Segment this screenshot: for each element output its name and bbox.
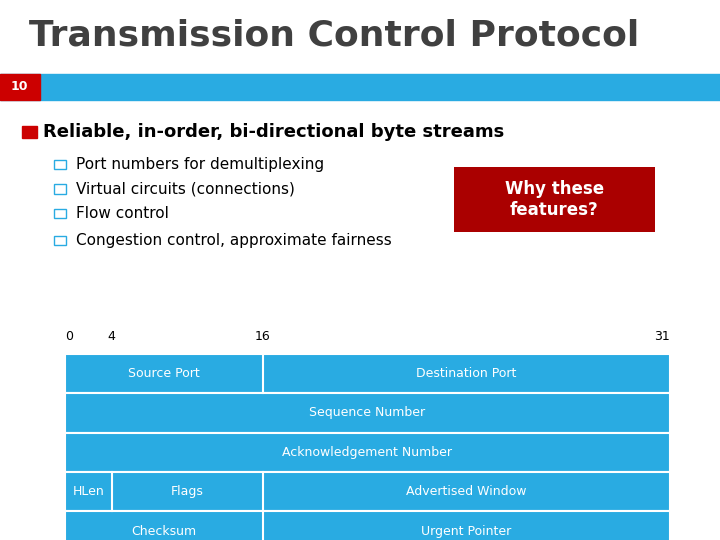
Bar: [54, 184, 66, 193]
Text: Checksum: Checksum: [131, 524, 197, 538]
Text: Source Port: Source Port: [128, 367, 199, 380]
Bar: [0, 74, 720, 100]
Text: 0: 0: [65, 330, 73, 343]
Text: Transmission Control Protocol: Transmission Control Protocol: [29, 19, 639, 53]
Text: Flow control: Flow control: [76, 206, 168, 221]
Bar: [65, 354, 670, 393]
Bar: [65, 433, 670, 472]
Text: Acknowledgement Number: Acknowledgement Number: [282, 446, 452, 459]
Text: Advertised Window: Advertised Window: [406, 485, 526, 498]
Text: Virtual circuits (connections): Virtual circuits (connections): [76, 181, 294, 197]
Text: Why these
features?: Why these features?: [505, 180, 604, 219]
Text: Reliable, in-order, bi-directional byte streams: Reliable, in-order, bi-directional byte …: [43, 123, 505, 141]
Bar: [65, 393, 670, 433]
Text: 10: 10: [11, 80, 29, 93]
Text: Urgent Pointer: Urgent Pointer: [421, 524, 511, 538]
Bar: [65, 472, 670, 511]
Text: Sequence Number: Sequence Number: [309, 406, 426, 420]
Text: HLen: HLen: [72, 485, 104, 498]
Text: 4: 4: [108, 330, 115, 343]
Text: Congestion control, approximate fairness: Congestion control, approximate fairness: [76, 233, 392, 248]
Text: Destination Port: Destination Port: [416, 367, 516, 380]
Text: Port numbers for demultiplexing: Port numbers for demultiplexing: [76, 157, 324, 172]
Text: Flags: Flags: [171, 485, 204, 498]
Bar: [65, 511, 670, 540]
Text: 31: 31: [654, 330, 670, 343]
Bar: [0, 74, 40, 100]
Text: 16: 16: [255, 330, 271, 343]
Bar: [454, 167, 655, 232]
Bar: [22, 126, 37, 138]
Bar: [54, 160, 66, 170]
Bar: [54, 208, 66, 218]
Bar: [54, 235, 66, 245]
